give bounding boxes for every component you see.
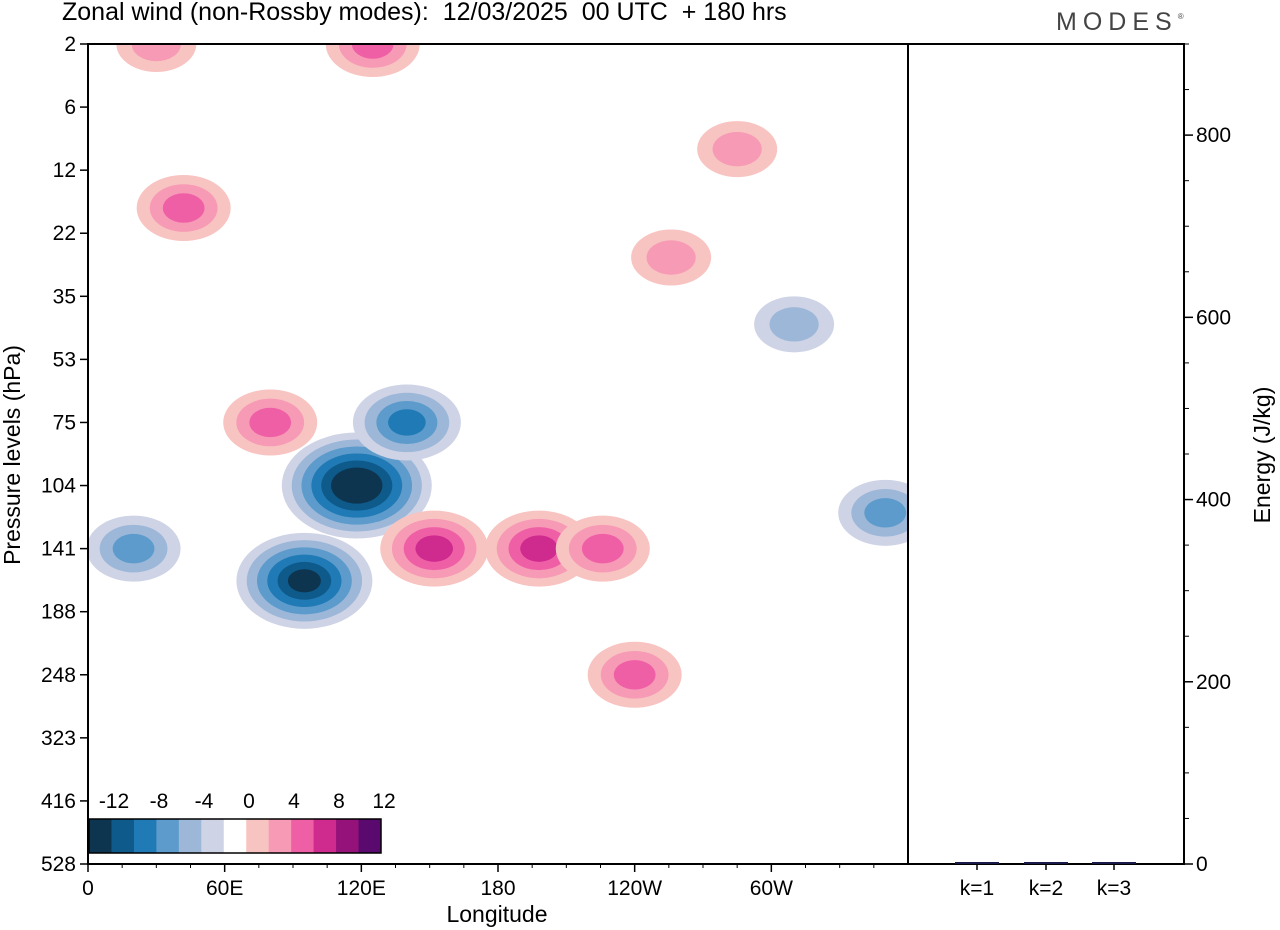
energy-tick-label: 800 [1196,124,1231,147]
heatmap-field [88,44,908,708]
colorbar-swatch [268,819,292,853]
colorbar-swatch [223,819,247,853]
colorbar-swatch [156,819,180,853]
colorbar-label: -12 [99,790,129,813]
y-tick-label: 75 [53,411,76,434]
longitude-axis: 0 60E 120E 180 120W 60W [82,864,875,900]
energy-bar [1024,862,1068,864]
y-axis-title: Pressure levels (hPa) [0,345,25,565]
heatmap-contour [581,533,624,564]
x-tick-label: 60E [206,877,243,900]
logo-text: MODES [1056,8,1178,36]
y-tick-label: 323 [41,727,76,750]
energy-bar [1092,862,1136,864]
colorbar-border [88,818,382,854]
y-tick-label: 141 [41,538,76,561]
bar-category-label: k=3 [1097,877,1131,900]
heatmap-contour [769,307,819,342]
y-tick-label: 416 [41,790,76,813]
colorbar-label: -8 [150,790,169,813]
energy-bar [955,862,999,864]
heatmap-contour [520,535,558,562]
x-axis-title: Longitude [446,901,547,927]
heatmap-contour [351,44,394,59]
heatmap-contour [340,474,373,497]
colorbar-swatch [246,819,270,853]
colorbar-swatch [89,819,112,853]
heatmap-contour [131,44,181,62]
energy-axis-title: Energy (J/kg) [1249,387,1275,524]
colorbar-swatch [291,819,315,853]
heatmap-contour [112,533,155,564]
heatmap-contour [415,535,454,562]
y-tick-label: 2 [64,33,76,56]
y-tick-label: 6 [64,96,76,119]
colorbar-swatch [201,819,225,853]
heatmap-contour [646,240,696,275]
y-tick-label: 528 [41,853,76,876]
x-tick-label: 0 [82,877,94,900]
colorbar-swatch [111,819,135,853]
energy-tick-label: 0 [1196,853,1208,876]
energy-tick-label: 600 [1196,306,1231,329]
x-tick-label: 120E [337,877,386,900]
y-tick-label: 104 [41,475,76,498]
colorbar-swatch [313,819,337,853]
colorbar-swatch [336,819,360,853]
y-tick-label: 248 [41,664,76,687]
energy-axis: 0 200 400 600 800 [1184,43,1231,876]
heatmap-frame [87,43,909,865]
heatmap-contour [864,498,907,528]
colorbar-label: 4 [288,790,300,813]
y-tick-label: 53 [53,348,76,371]
energy-bars: k=1 k=2 k=3 [955,862,1136,900]
colorbar-swatch [178,819,202,853]
heatmap-contour [162,193,205,223]
heatmap-contour [388,409,426,436]
y-tick-label: 35 [53,285,76,308]
heatmap-contour [712,131,762,167]
colorbar-label: 8 [333,790,345,813]
colorbar-label: -4 [195,790,214,813]
colorbar-legend: -12 -8 -4 0 4 8 12 [88,781,396,863]
bar-category-label: k=2 [1029,877,1063,900]
colorbar-swatch [133,819,157,853]
chart-title: Zonal wind (non-Rossby modes): 12/03/202… [62,0,787,26]
x-tick-label: 120W [607,877,662,900]
y-tick-label: 22 [53,222,76,245]
energy-tick-label: 400 [1196,489,1231,512]
x-tick-label: 60W [750,877,793,900]
energy-panel-frame [907,43,1185,865]
modes-logo: MODES® [1056,8,1184,37]
energy-tick-label: 200 [1196,671,1231,694]
registered-mark: ® [1177,12,1184,21]
y-tick-label: 12 [53,159,76,182]
y-tick-label: 188 [41,601,76,624]
x-tick-label: 180 [480,877,515,900]
heatmap-contour [287,569,321,593]
heatmap-contour [249,407,292,438]
colorbar-label: 12 [372,790,395,813]
pressure-axis: 2 6 12 22 35 53 75 104 141 188 248 323 416 528 [41,33,88,876]
heatmap-contour [613,660,656,690]
colorbar-swatch [358,819,382,853]
bar-category-label: k=1 [960,877,994,900]
colorbar-label: 0 [243,790,255,813]
